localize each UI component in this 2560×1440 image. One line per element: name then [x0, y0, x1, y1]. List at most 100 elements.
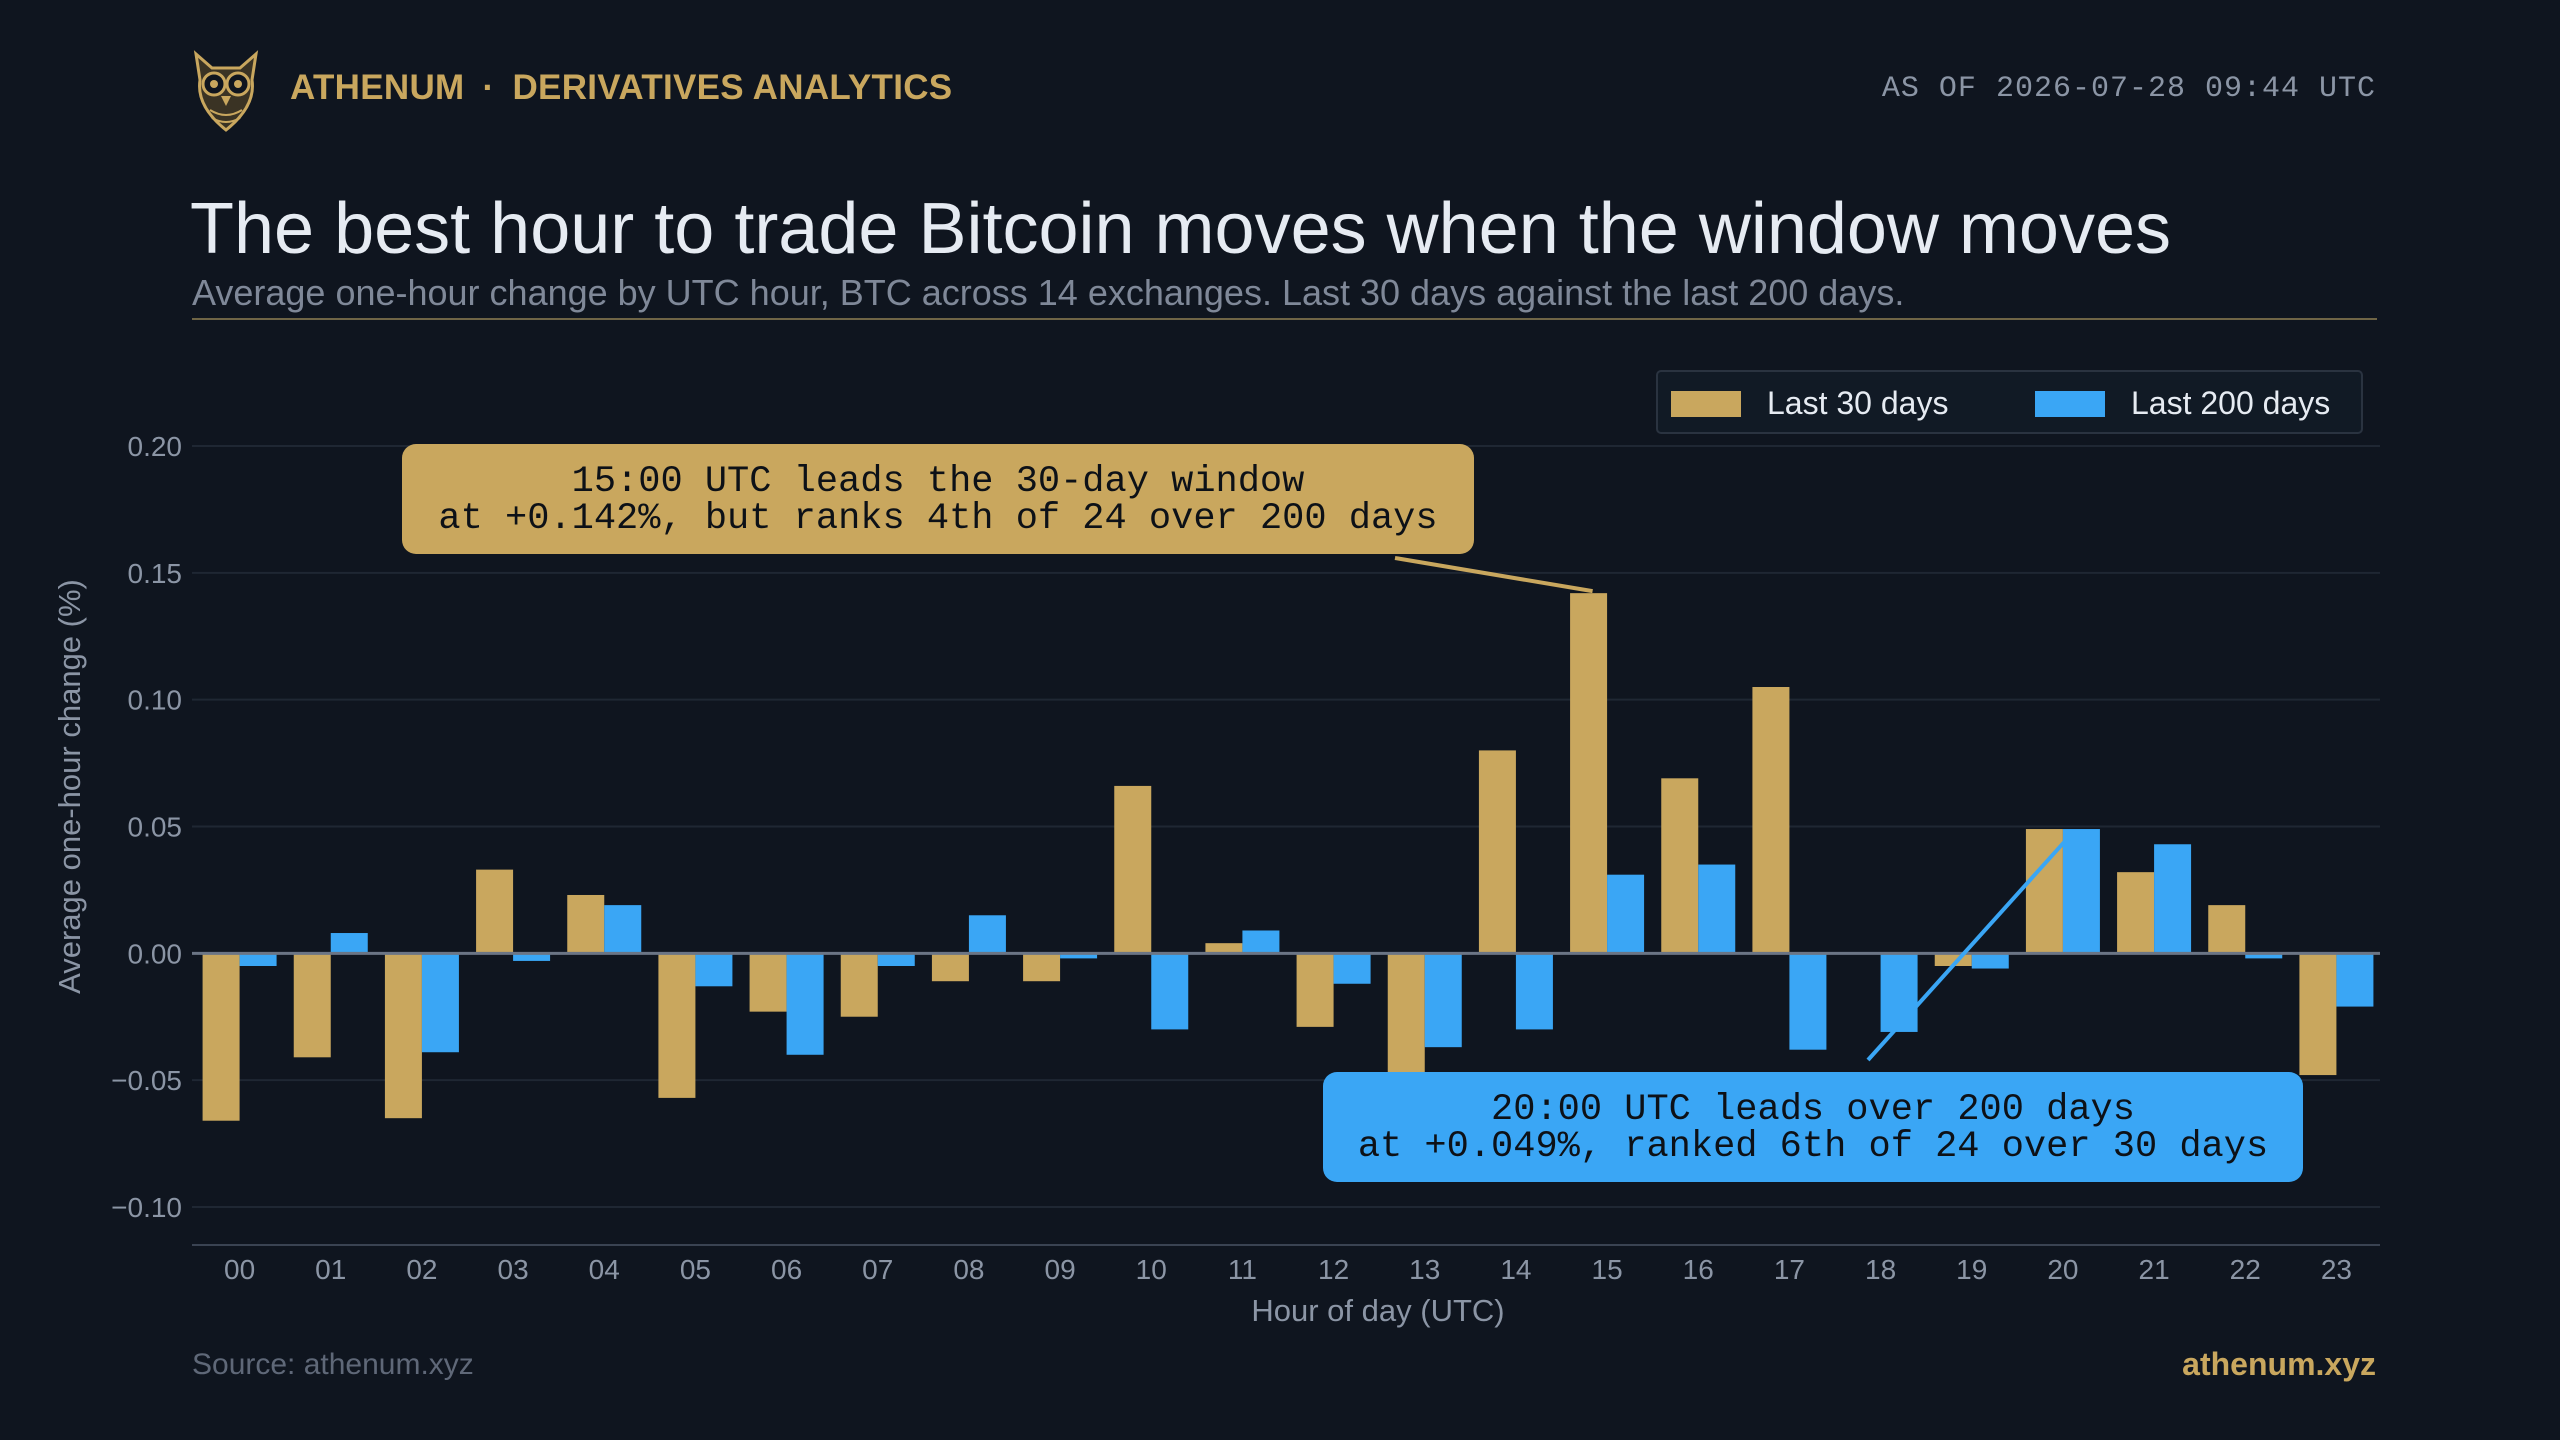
- x-tick-label: 03: [498, 1254, 529, 1285]
- owl-logo-icon: [193, 50, 259, 132]
- bar-last-30-days: [1205, 943, 1243, 954]
- x-tick-label: 15: [1592, 1254, 1623, 1285]
- bar-last-30-days: [1752, 687, 1790, 954]
- bar-last-200-days: [1333, 953, 1371, 984]
- y-tick-label: 0.15: [128, 558, 183, 589]
- bar-last-200-days: [1060, 953, 1098, 959]
- bar-last-30-days: [567, 894, 605, 954]
- x-tick-label: 19: [1956, 1254, 1987, 1285]
- bar-last-200-days: [2154, 844, 2192, 954]
- x-tick-label: 20: [2047, 1254, 2078, 1285]
- bar-last-200-days: [2336, 953, 2374, 1007]
- bar-last-200-days: [1789, 953, 1827, 1050]
- bar-last-200-days: [877, 953, 915, 966]
- y-tick-label: −0.05: [111, 1065, 182, 1096]
- bar-last-200-days: [604, 905, 642, 954]
- bar-last-200-days: [1515, 953, 1553, 1030]
- y-tick-label: 0.10: [128, 685, 183, 716]
- bar-chart: −0.10 −0.05 0.00 0.05 0.10 0.15 0.20 00 01 02 03 04…: [52, 370, 2380, 1328]
- y-tick-label: −0.10: [111, 1192, 182, 1223]
- bar-last-30-days: [1023, 953, 1061, 982]
- x-tick-label: 00: [224, 1254, 255, 1285]
- bar-last-30-days: [931, 953, 969, 982]
- x-tick-label: 02: [406, 1254, 437, 1285]
- bar-last-30-days: [1478, 750, 1516, 954]
- legend-swatch: [2035, 391, 2105, 417]
- bar-last-200-days: [1424, 953, 1462, 1048]
- x-tick-label: 04: [589, 1254, 620, 1285]
- x-tick-label: 10: [1136, 1254, 1167, 1285]
- x-tick-label: 11: [1228, 1254, 1257, 1285]
- title-divider: [192, 318, 2377, 320]
- annotation-line-1: 15:00 UTC leads the 30-day window: [572, 461, 1305, 503]
- legend-box: [1656, 370, 2363, 434]
- annotation-box: [402, 444, 1474, 554]
- legend-label: Last 30 days: [1767, 385, 1948, 421]
- x-tick-label: 07: [862, 1254, 893, 1285]
- bar-last-200-days: [330, 933, 368, 954]
- bar-last-200-days: [695, 953, 733, 987]
- bar-last-200-days: [421, 953, 459, 1053]
- x-tick-label: 12: [1318, 1254, 1349, 1285]
- x-tick-label: 05: [680, 1254, 711, 1285]
- y-tick-label: 0.05: [128, 812, 183, 843]
- bar-last-30-days: [1114, 785, 1152, 954]
- annotation-line-2: at +0.049%, ranked 6th of 24 over 30 day…: [1358, 1126, 2268, 1168]
- bar-last-200-days: [1607, 874, 1645, 954]
- annotation-leader: [1866, 837, 2069, 1062]
- bar-last-30-days: [658, 953, 696, 1098]
- annotation-line-2: at +0.142%, but ranks 4th of 24 over 200…: [438, 498, 1437, 540]
- brand: ATHENUM · DERIVATIVES ANALYTICS: [290, 68, 952, 108]
- bar-last-200-days: [1242, 930, 1280, 954]
- x-tick-label: 08: [953, 1254, 984, 1285]
- bar-last-200-days: [1971, 953, 2009, 969]
- bar-last-30-days: [1296, 953, 1334, 1027]
- brand-section: DERIVATIVES ANALYTICS: [512, 68, 953, 107]
- bar-last-200-days: [2062, 829, 2100, 954]
- y-tick-label: 0.20: [128, 431, 183, 462]
- x-tick-label: 14: [1500, 1254, 1531, 1285]
- y-tick-label: 0.00: [128, 938, 183, 969]
- bar-last-30-days: [1387, 953, 1425, 1078]
- bar-last-30-days: [749, 953, 787, 1012]
- bar-last-30-days: [293, 953, 331, 1058]
- brand-separator: ·: [482, 68, 495, 107]
- page-subtitle: Average one-hour change by UTC hour, BTC…: [192, 272, 1905, 313]
- bar-last-30-days: [2208, 905, 2246, 954]
- y-axis-label: Average one-hour change (%): [52, 579, 87, 994]
- bar-last-30-days: [1570, 593, 1608, 954]
- bar-last-30-days: [840, 953, 878, 1017]
- annotation-box: [1323, 1072, 2303, 1182]
- bar-last-30-days: [476, 869, 514, 954]
- bar-last-200-days: [1698, 864, 1736, 954]
- bar-last-200-days: [1880, 953, 1918, 1032]
- legend-label: Last 200 days: [2131, 385, 2330, 421]
- x-tick-label: 13: [1409, 1254, 1440, 1285]
- bar-last-200-days: [1151, 953, 1189, 1030]
- bar-last-30-days: [1661, 778, 1699, 954]
- x-tick-label: 22: [2230, 1254, 2261, 1285]
- x-tick-label: 23: [2321, 1254, 2352, 1285]
- x-axis-label: Hour of day (UTC): [1251, 1293, 1504, 1328]
- x-tick-label: 17: [1774, 1254, 1805, 1285]
- x-tick-label: 21: [2139, 1254, 2170, 1285]
- x-tick-label: 09: [1045, 1254, 1076, 1285]
- annotation-leader: [1394, 556, 1593, 594]
- x-tick-label: 06: [771, 1254, 802, 1285]
- as-of-timestamp: AS OF 2026-07-28 09:44 UTC: [1881, 72, 2376, 106]
- x-tick-label: 18: [1865, 1254, 1896, 1285]
- footer-site-link[interactable]: athenum.xyz: [2182, 1346, 2376, 1382]
- x-tick-label: 01: [315, 1254, 346, 1285]
- bar-last-200-days: [786, 953, 824, 1055]
- legend-swatch: [1671, 391, 1741, 417]
- bar-last-30-days: [2117, 872, 2155, 954]
- bar-last-200-days: [513, 953, 551, 961]
- page-title: The best hour to trade Bitcoin moves whe…: [190, 189, 2172, 269]
- bar-last-200-days: [968, 915, 1006, 954]
- bar-last-30-days: [2299, 953, 2337, 1076]
- bar-last-200-days: [2245, 953, 2283, 959]
- bar-last-30-days: [202, 953, 240, 1121]
- bar-last-30-days: [384, 953, 422, 1119]
- bar-last-200-days: [239, 953, 277, 966]
- x-tick-label: 16: [1683, 1254, 1714, 1285]
